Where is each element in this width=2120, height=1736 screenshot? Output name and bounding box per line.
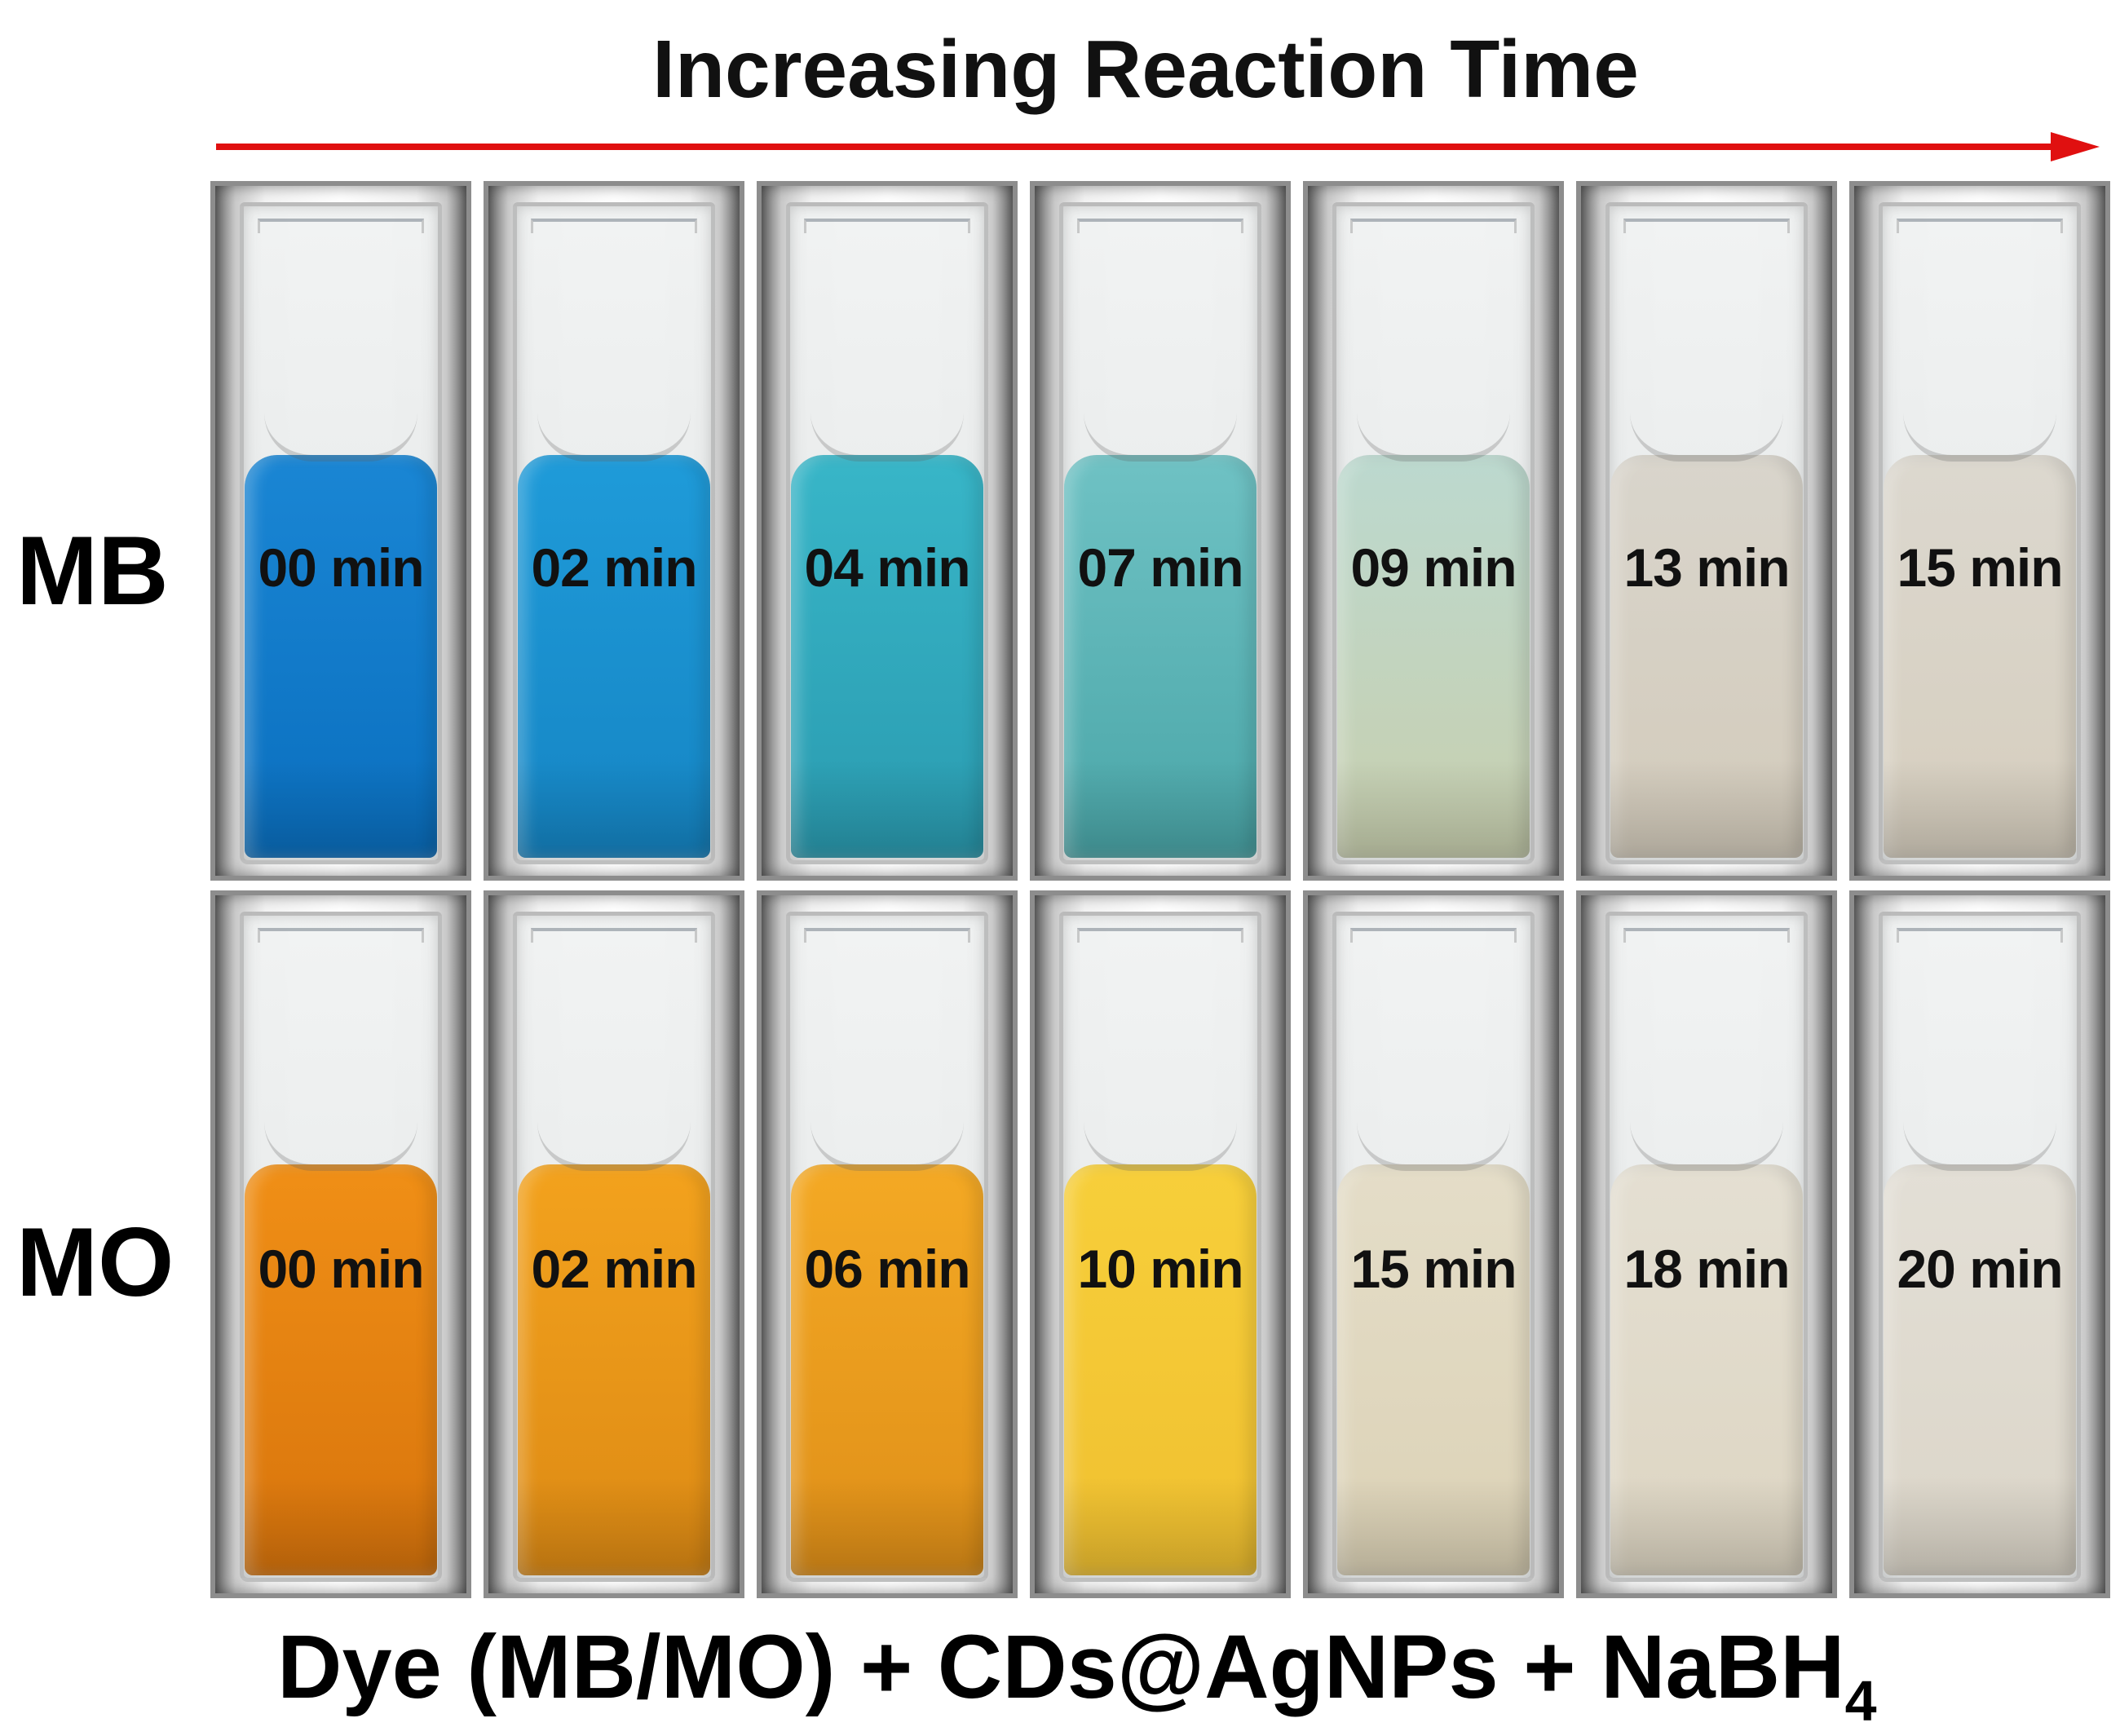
dye-solution <box>791 1164 983 1575</box>
cuvette-bottom-shade <box>1884 1478 2076 1575</box>
dye-solution <box>1884 455 2076 858</box>
dye-solution <box>1337 1164 1530 1575</box>
time-label: 20 min <box>1897 1239 2063 1299</box>
time-label: 02 min <box>531 1239 697 1299</box>
cuvette-bottom-shade <box>1064 1478 1257 1575</box>
cuvette-rim <box>1077 219 1243 233</box>
cuvette-bottom-shade <box>245 760 437 858</box>
cuvette-mo-1: 00 min <box>210 890 471 1598</box>
time-label: 04 min <box>804 537 970 598</box>
dye-solution <box>791 455 983 858</box>
cuvette-bottom-shade <box>518 1478 710 1575</box>
meniscus <box>1903 406 2056 462</box>
meniscus <box>1630 406 1783 462</box>
dye-solution <box>245 455 437 858</box>
meniscus <box>537 406 691 462</box>
time-label: 15 min <box>1897 537 2063 598</box>
dye-solution <box>245 1164 437 1575</box>
row-label-mo: MO <box>16 1208 174 1317</box>
cuvette-mb-2: 02 min <box>484 181 744 881</box>
dye-solution <box>518 1164 710 1575</box>
cuvette-bottom-shade <box>1610 760 1803 858</box>
time-label: 02 min <box>531 537 697 598</box>
time-label: 10 min <box>1077 1239 1243 1299</box>
cuvette-bottom-shade <box>1064 760 1257 858</box>
cuvette-mb-7: 15 min <box>1849 181 2110 881</box>
time-label: 09 min <box>1350 537 1517 598</box>
reaction-time-arrow <box>216 132 2100 161</box>
cuvette-mb-5: 09 min <box>1303 181 1564 881</box>
figure-title: Increasing Reaction Time <box>652 24 1639 115</box>
dye-solution <box>518 455 710 858</box>
cuvette-mo-2: 02 min <box>484 890 744 1598</box>
cuvette-mo-6: 18 min <box>1576 890 1837 1598</box>
cuvette-rim <box>258 219 424 233</box>
time-label: 07 min <box>1077 537 1243 598</box>
cuvette-bottom-shade <box>1337 760 1530 858</box>
cuvette-bottom-shade <box>518 760 710 858</box>
cuvette-bottom-shade <box>1884 760 2076 858</box>
cuvette-rim <box>1897 219 2063 233</box>
time-label: 06 min <box>804 1239 970 1299</box>
cuvette-mb-1: 00 min <box>210 181 471 881</box>
cuvette-rim <box>1623 219 1790 233</box>
dye-solution <box>1337 455 1530 858</box>
meniscus <box>1357 406 1510 462</box>
meniscus <box>1357 1115 1510 1171</box>
cuvette-rim <box>531 928 697 943</box>
cuvette-mb-3: 04 min <box>757 181 1018 881</box>
cuvette-rim <box>1623 928 1790 943</box>
cuvette-bottom-shade <box>791 1478 983 1575</box>
cuvette-rim <box>1350 219 1517 233</box>
meniscus <box>1084 406 1237 462</box>
dye-solution <box>1884 1164 2076 1575</box>
cuvette-mo-3: 06 min <box>757 890 1018 1598</box>
cuvette-bottom-shade <box>245 1478 437 1575</box>
cuvette-mb-4: 07 min <box>1030 181 1291 881</box>
row-label-mb: MB <box>16 516 169 625</box>
cuvette-bottom-shade <box>1610 1478 1803 1575</box>
cuvette-rim <box>804 928 970 943</box>
cuvette-rim <box>1897 928 2063 943</box>
cuvette-rim <box>531 219 697 233</box>
formula-main: Dye (MB/MO) + CDs@AgNPs + NaBH <box>277 1617 1845 1717</box>
cuvette-bottom-shade <box>791 760 983 858</box>
dye-solution <box>1064 455 1257 858</box>
cuvette-mo-7: 20 min <box>1849 890 2110 1598</box>
cuvette-bottom-shade <box>1337 1478 1530 1575</box>
meniscus <box>537 1115 691 1171</box>
meniscus <box>810 1115 964 1171</box>
cuvette-mb-6: 13 min <box>1576 181 1837 881</box>
dye-solution <box>1064 1164 1257 1575</box>
reaction-formula: Dye (MB/MO) + CDs@AgNPs + NaBH4 <box>277 1615 2087 1733</box>
cuvette-mo-5: 15 min <box>1303 890 1564 1598</box>
meniscus <box>810 406 964 462</box>
meniscus <box>264 1115 417 1171</box>
formula-subscript: 4 <box>1844 1669 1877 1733</box>
dye-solution <box>1610 1164 1803 1575</box>
dye-solution <box>1610 455 1803 858</box>
cuvette-mo-4: 10 min <box>1030 890 1291 1598</box>
cuvette-rim <box>804 219 970 233</box>
meniscus <box>1630 1115 1783 1171</box>
meniscus <box>264 406 417 462</box>
meniscus <box>1903 1115 2056 1171</box>
time-label: 13 min <box>1623 537 1790 598</box>
time-label: 18 min <box>1623 1239 1790 1299</box>
time-label: 00 min <box>258 537 424 598</box>
time-label: 15 min <box>1350 1239 1517 1299</box>
cuvette-rim <box>258 928 424 943</box>
cuvette-rim <box>1350 928 1517 943</box>
meniscus <box>1084 1115 1237 1171</box>
cuvette-rim <box>1077 928 1243 943</box>
time-label: 00 min <box>258 1239 424 1299</box>
